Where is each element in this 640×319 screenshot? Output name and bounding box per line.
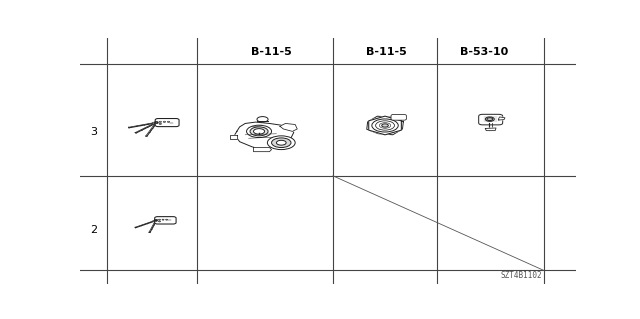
Text: SZT4B1102: SZT4B1102	[500, 271, 542, 280]
Circle shape	[166, 219, 168, 220]
Circle shape	[250, 127, 268, 136]
Circle shape	[276, 140, 286, 145]
Text: 2: 2	[90, 225, 97, 235]
Circle shape	[159, 123, 161, 124]
Circle shape	[268, 136, 295, 150]
FancyBboxPatch shape	[391, 115, 406, 120]
FancyBboxPatch shape	[155, 217, 176, 224]
Circle shape	[159, 219, 161, 220]
Circle shape	[155, 220, 157, 221]
Circle shape	[163, 121, 166, 122]
Circle shape	[154, 123, 157, 125]
Text: B-11-5: B-11-5	[365, 47, 406, 57]
Circle shape	[155, 122, 157, 123]
Circle shape	[372, 119, 398, 132]
Polygon shape	[499, 117, 505, 120]
Circle shape	[487, 118, 493, 121]
Circle shape	[159, 221, 161, 222]
Circle shape	[381, 124, 388, 127]
Circle shape	[153, 123, 156, 124]
Circle shape	[271, 138, 291, 147]
Circle shape	[257, 116, 268, 122]
Circle shape	[168, 121, 170, 122]
FancyBboxPatch shape	[479, 114, 502, 125]
Circle shape	[154, 221, 157, 222]
Circle shape	[376, 121, 394, 130]
Circle shape	[159, 121, 161, 122]
Circle shape	[380, 123, 390, 128]
Polygon shape	[230, 135, 237, 139]
Circle shape	[153, 220, 156, 222]
Polygon shape	[369, 116, 401, 135]
Polygon shape	[367, 116, 403, 135]
Polygon shape	[235, 122, 294, 150]
Circle shape	[253, 129, 264, 134]
Circle shape	[152, 122, 156, 124]
Polygon shape	[253, 147, 271, 152]
Text: 3: 3	[90, 127, 97, 137]
FancyBboxPatch shape	[155, 119, 179, 127]
Text: B-53-10: B-53-10	[460, 47, 508, 57]
Circle shape	[246, 125, 271, 137]
Circle shape	[485, 117, 494, 121]
Circle shape	[162, 219, 164, 220]
Text: B-11-5: B-11-5	[251, 47, 291, 57]
Polygon shape	[280, 123, 297, 131]
Polygon shape	[485, 128, 496, 131]
